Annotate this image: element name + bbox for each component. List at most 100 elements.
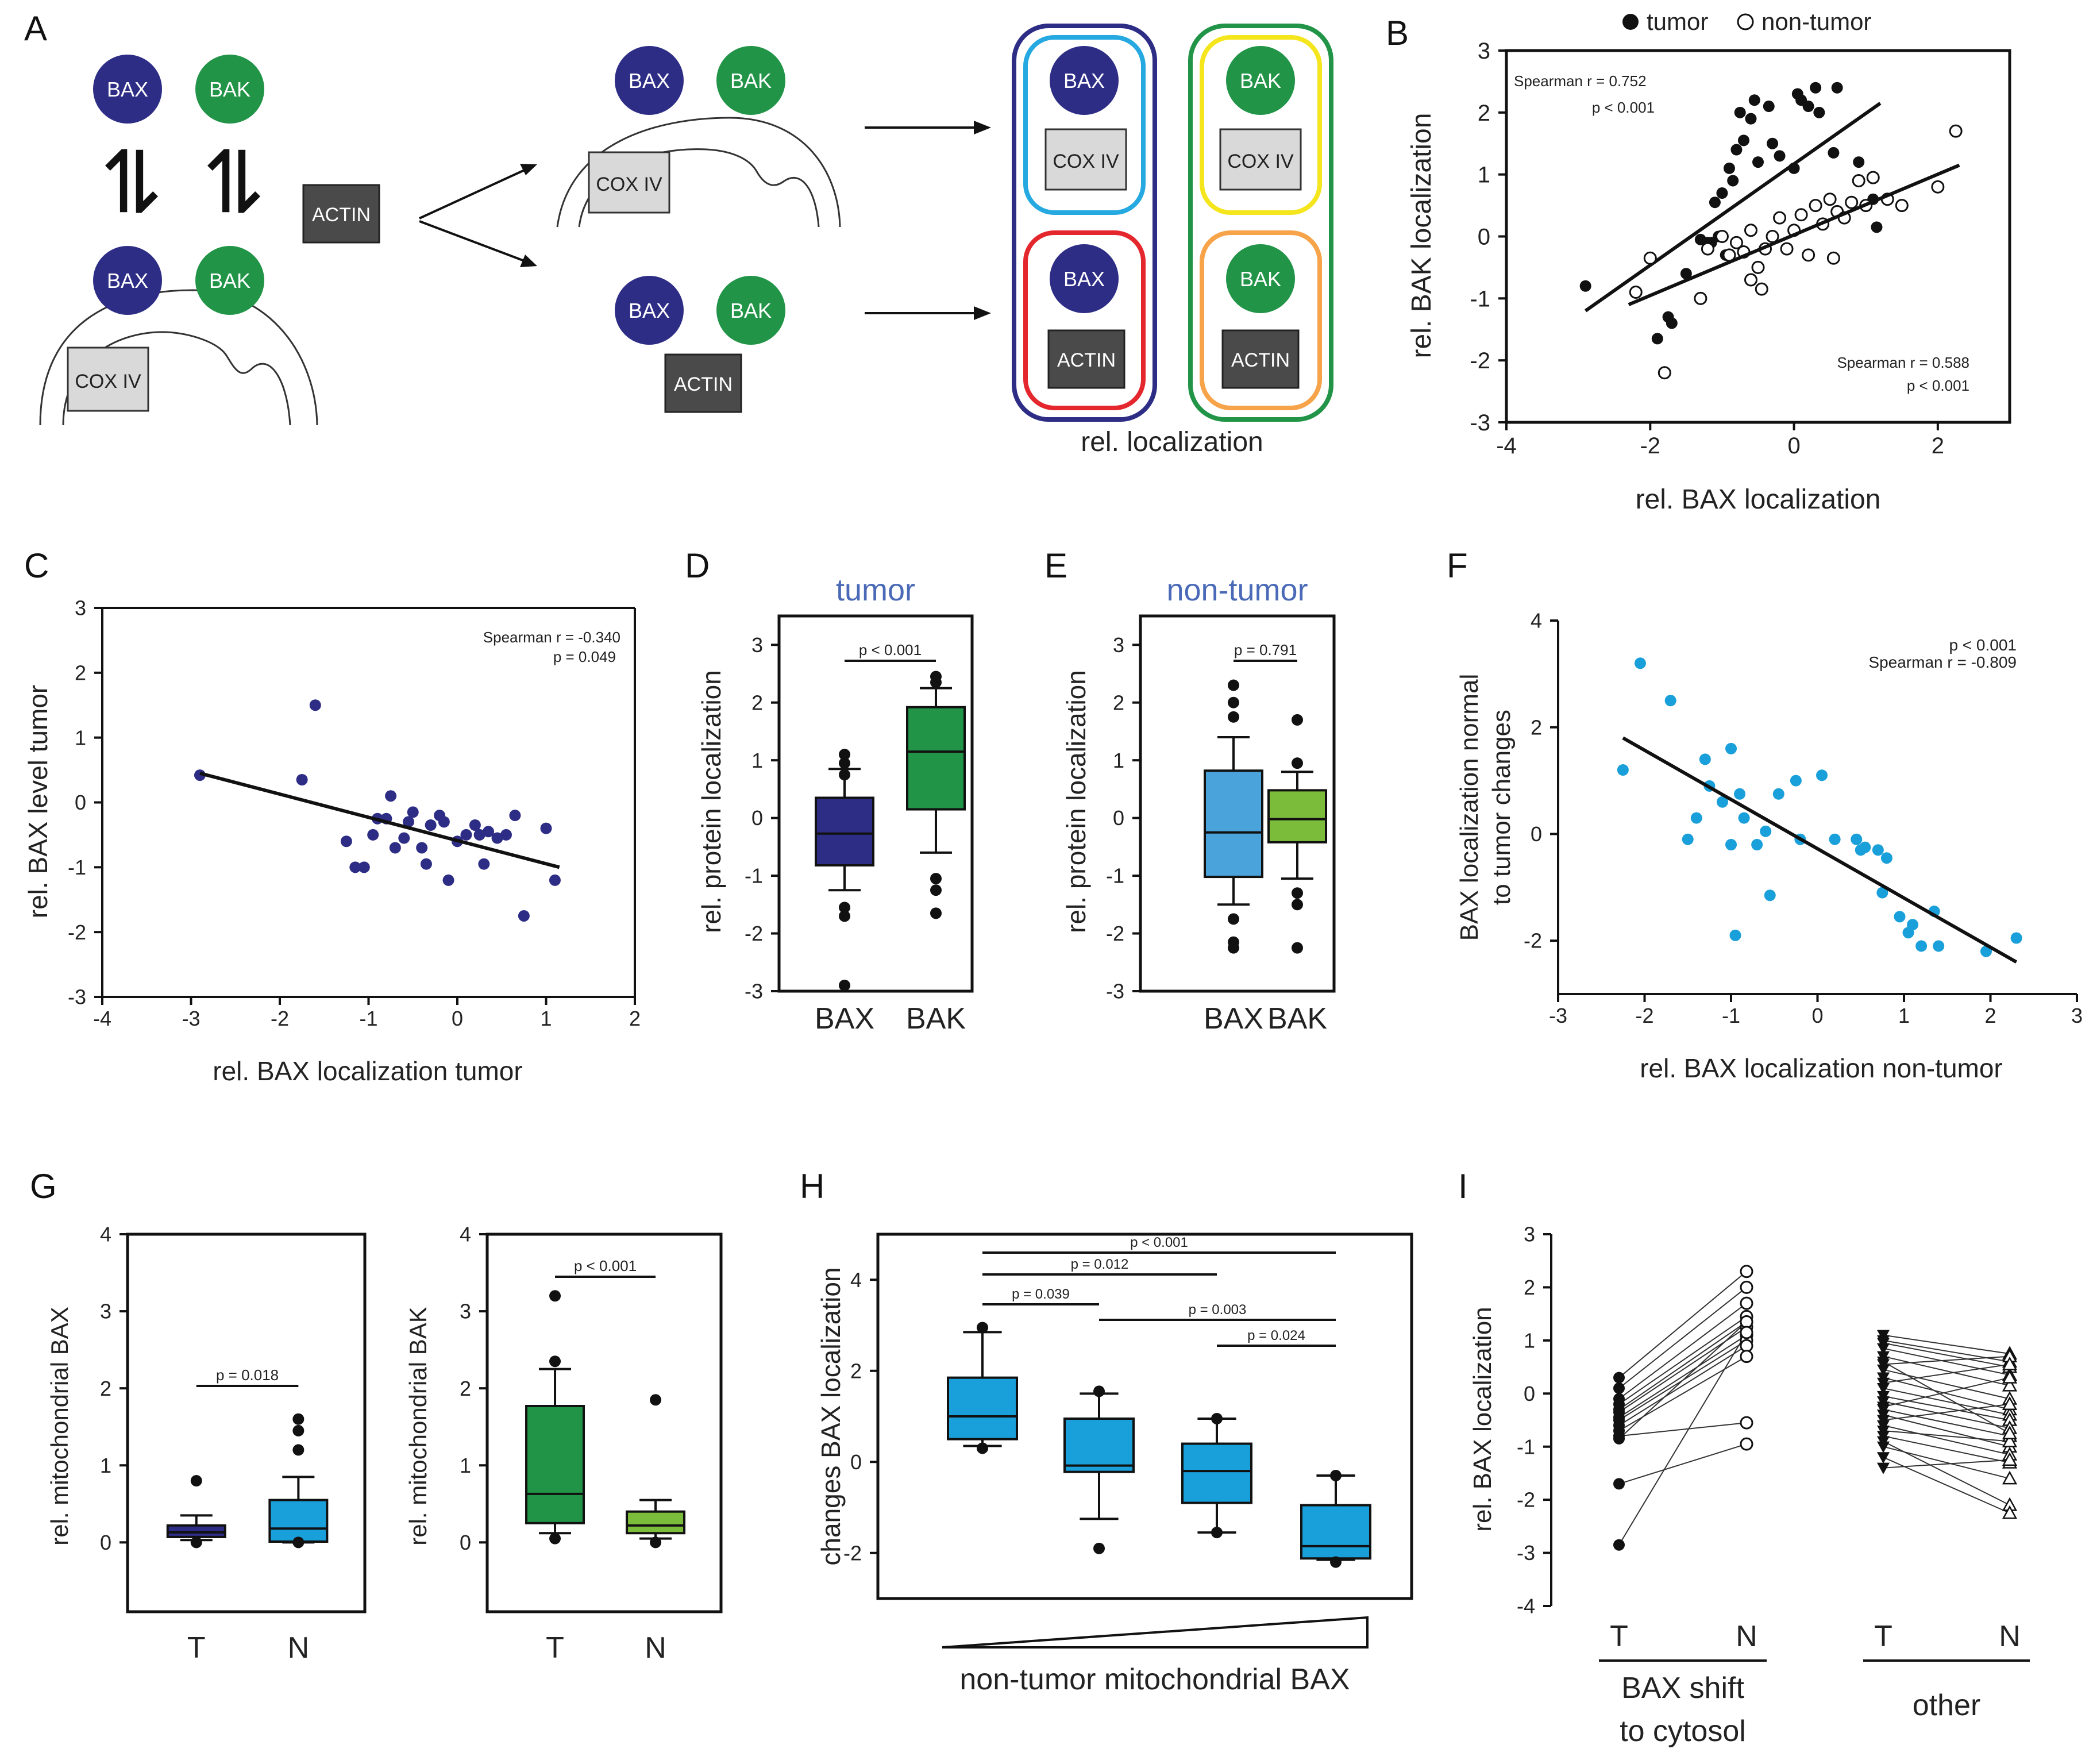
outlier-point	[1292, 887, 1303, 899]
non-tumor-marker	[2002, 1470, 2018, 1485]
outlier-point	[930, 873, 942, 885]
data-point	[1664, 695, 1676, 707]
y-tick-label: 3	[75, 596, 86, 620]
non-tumor-point	[1895, 199, 1909, 213]
pair-line	[1883, 1355, 2010, 1365]
data-point	[2010, 932, 2022, 944]
y-tick-label: 2	[850, 1359, 862, 1382]
x-tick-label: 3	[2071, 1004, 2083, 1027]
x-tick-label: -4	[1496, 433, 1517, 459]
data-point	[438, 816, 450, 828]
box-g2	[1063, 1385, 1135, 1554]
stat-annotation: p < 0.001	[1592, 99, 1655, 116]
actin-box-center	[302, 184, 380, 244]
bak-label: BAK	[1240, 69, 1281, 93]
y-axis-label: rel. mitochondrial BAK	[404, 1307, 431, 1546]
pair-line	[1883, 1388, 2010, 1416]
actin-label: ACTIN	[1231, 349, 1290, 371]
tumor-marker	[1877, 1401, 1890, 1413]
bak-label: BAK	[209, 78, 250, 101]
x-axis-label: rel. BAX localization	[1636, 484, 1881, 515]
non-tumor-point	[1715, 230, 1729, 243]
tumor-marker	[1877, 1364, 1890, 1376]
panel-letter-i: I	[1458, 1167, 1468, 1205]
non-tumor-marker	[1740, 1326, 1753, 1339]
regression-line	[199, 771, 560, 869]
data-point	[296, 774, 308, 786]
box-BAK	[1267, 714, 1327, 954]
y-tick-label: -3	[68, 985, 86, 1009]
pair-line	[1883, 1409, 2010, 1437]
stat-annotation: p < 0.001	[1907, 377, 1969, 394]
cox-box-ring	[1044, 128, 1127, 191]
category-label: T	[546, 1631, 564, 1665]
panel-d-boxplot: -3 -2 -1 0 1 2 3 BAX BAK p < 0.001 tumor rel. prote…	[696, 573, 974, 1035]
y-tick-label: 1	[1113, 749, 1124, 772]
pair-line	[1618, 1316, 1747, 1405]
pair-line	[1618, 1321, 1747, 1439]
legend-label-tumor: tumor	[1647, 8, 1708, 35]
non-tumor-point	[1729, 236, 1743, 249]
tumor-point	[1666, 317, 1678, 329]
bak-circle-ring-mito	[1226, 46, 1295, 115]
y-tick-label: 3	[751, 633, 763, 657]
y-tick-label: -3	[1517, 1541, 1535, 1565]
plot-frame	[876, 1233, 1413, 1600]
box-N	[268, 1413, 329, 1549]
plot-frame	[1139, 614, 1336, 993]
group-label: BAX shift	[1621, 1671, 1744, 1705]
y-axis-label: rel. mitochondrial BAX	[46, 1307, 73, 1546]
y-tick-label: 2	[100, 1377, 111, 1400]
legend-marker-non-tumor	[1737, 13, 1754, 30]
non-tumor-marker	[2002, 1377, 2018, 1392]
y-tick-label: -1	[1470, 286, 1490, 311]
box-iqr	[1300, 1504, 1371, 1560]
data-point	[309, 699, 321, 711]
outlier-point	[292, 1413, 304, 1425]
p-value-label: p < 0.001	[859, 641, 922, 658]
tumor-point	[1709, 197, 1721, 209]
y-tick-label: 0	[1113, 806, 1124, 830]
panel-letters: A B C D E F G H I	[24, 9, 1468, 1205]
series-tumor	[1579, 82, 1883, 345]
cox-label: COX IV	[596, 174, 662, 195]
data-point	[1725, 742, 1737, 754]
tumor-point	[1802, 101, 1814, 113]
tumor-marker	[1613, 1382, 1625, 1395]
y-tick-label: -2	[745, 922, 763, 945]
arrowhead-to-cyto-rings	[974, 306, 991, 320]
x-tick-label: 1	[540, 1007, 552, 1030]
data-point	[1876, 887, 1888, 899]
rel-localization-caption: rel. localization	[1081, 427, 1263, 457]
box-iqr	[1204, 769, 1263, 879]
bak-mito-ring	[1200, 35, 1322, 215]
regression-line	[1628, 163, 1960, 306]
bax-label: BAX	[629, 299, 670, 322]
cox-label: COX IV	[1053, 151, 1119, 172]
p-value-label: p = 0.791	[1234, 641, 1297, 658]
tumor-marker	[1877, 1383, 1890, 1395]
x-tick-label: -1	[359, 1007, 377, 1030]
y-tick-label: -1	[68, 856, 86, 879]
data-point	[469, 819, 481, 831]
y-tick-label: 1	[1524, 1328, 1535, 1352]
non-tumor-point	[1949, 124, 1963, 138]
non-tumor-marker	[2002, 1452, 2018, 1466]
bax-circle-mid-bottom	[615, 276, 684, 345]
bak-label: BAK	[730, 69, 772, 93]
y-tick-label: -2	[843, 1541, 862, 1565]
outlier-point	[1228, 942, 1239, 954]
regression-line	[1584, 102, 1882, 313]
data-point	[473, 829, 485, 841]
pair-line	[1883, 1435, 2010, 1463]
outlier-point	[549, 1355, 561, 1368]
tumor-point	[1734, 106, 1746, 118]
pair-line	[1883, 1377, 2010, 1408]
cox-label: COX IV	[75, 371, 141, 392]
data-point	[1734, 788, 1746, 800]
data-point	[509, 810, 521, 822]
panel-c-scatter: -3 -2 -1 0 1 2 3 -4 -3 -2 -1 0 1 2 Spearman r = -0.340…	[23, 596, 641, 1086]
